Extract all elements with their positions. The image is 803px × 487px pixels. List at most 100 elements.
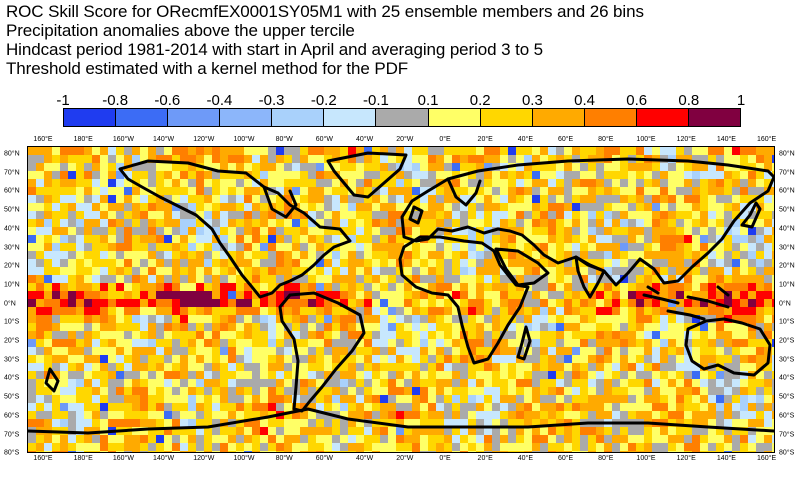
grid-cell	[228, 179, 236, 187]
grid-cell	[620, 203, 628, 211]
grid-cell	[412, 307, 420, 315]
grid-cell	[76, 355, 84, 363]
grid-cell	[604, 435, 612, 443]
grid-cell	[596, 227, 604, 235]
grid-cell	[636, 291, 644, 299]
grid-cell	[148, 443, 156, 451]
grid-cell	[732, 347, 740, 355]
grid-cell	[540, 219, 548, 227]
grid-cell	[492, 195, 500, 203]
grid-cell	[44, 235, 52, 243]
grid-cell	[292, 227, 300, 235]
grid-cell	[220, 163, 228, 171]
colorbar-segment	[116, 109, 169, 126]
grid-cell	[428, 219, 436, 227]
grid-cell	[428, 371, 436, 379]
grid-cell	[404, 283, 412, 291]
grid-cell	[340, 219, 348, 227]
grid-cell	[572, 163, 580, 171]
grid-cell	[220, 443, 228, 451]
grid-cell	[500, 315, 508, 323]
grid-cell	[308, 371, 316, 379]
grid-cell	[356, 283, 364, 291]
grid-cell	[268, 347, 276, 355]
grid-cell	[596, 307, 604, 315]
grid-cell	[108, 419, 116, 427]
grid-cell	[684, 339, 692, 347]
grid-cell	[636, 147, 644, 155]
grid-cell	[380, 339, 388, 347]
grid-cell	[68, 355, 76, 363]
grid-cell	[676, 251, 684, 259]
grid-cell	[452, 259, 460, 267]
grid-cell	[292, 195, 300, 203]
grid-cell	[380, 427, 388, 435]
grid-cell	[436, 451, 444, 452]
grid-cell	[140, 411, 148, 419]
grid-cell	[484, 315, 492, 323]
grid-cell	[660, 427, 668, 435]
grid-cell	[588, 339, 596, 347]
grid-cell	[236, 275, 244, 283]
grid-cell	[156, 219, 164, 227]
grid-cell	[700, 291, 708, 299]
grid-cell	[476, 219, 484, 227]
grid-cell	[460, 387, 468, 395]
grid-cell	[428, 435, 436, 443]
grid-cell	[612, 355, 620, 363]
grid-cell	[652, 435, 660, 443]
grid-cell	[212, 283, 220, 291]
grid-cell	[396, 235, 404, 243]
grid-cell	[660, 315, 668, 323]
grid-cell	[444, 275, 452, 283]
grid-cell	[620, 267, 628, 275]
grid-cell	[404, 171, 412, 179]
grid-cell	[524, 307, 532, 315]
grid-cell	[300, 155, 308, 163]
grid-cell	[556, 419, 564, 427]
grid-cell	[772, 211, 774, 219]
grid-cell	[196, 379, 204, 387]
grid-cell	[628, 371, 636, 379]
grid-cell	[396, 331, 404, 339]
grid-cell	[196, 147, 204, 155]
grid-cell	[204, 211, 212, 219]
grid-cell	[140, 219, 148, 227]
grid-cell	[132, 355, 140, 363]
grid-cell	[412, 395, 420, 403]
grid-cell	[188, 387, 196, 395]
grid-cell	[196, 355, 204, 363]
grid-cell	[636, 363, 644, 371]
grid-cell	[108, 155, 116, 163]
grid-cell	[612, 195, 620, 203]
grid-cell	[692, 403, 700, 411]
grid-cell	[348, 227, 356, 235]
grid-cell	[628, 395, 636, 403]
grid-cell	[548, 275, 556, 283]
grid-cell	[100, 355, 108, 363]
grid-cell	[636, 299, 644, 307]
grid-cell	[660, 251, 668, 259]
grid-cell	[444, 331, 452, 339]
grid-cell	[380, 275, 388, 283]
grid-cell	[524, 267, 532, 275]
grid-cell	[612, 203, 620, 211]
grid-cell	[252, 283, 260, 291]
grid-cell	[476, 203, 484, 211]
grid-cell	[716, 227, 724, 235]
grid-cell	[260, 259, 268, 267]
grid-cell	[268, 163, 276, 171]
grid-cell	[724, 267, 732, 275]
grid-cell	[308, 275, 316, 283]
grid-cell	[276, 187, 284, 195]
grid-cell	[716, 275, 724, 283]
grid-cell	[188, 379, 196, 387]
grid-cell	[772, 403, 774, 411]
grid-cell	[412, 379, 420, 387]
grid-cell	[540, 235, 548, 243]
grid-cell	[172, 331, 180, 339]
grid-cell	[260, 299, 268, 307]
grid-cell	[60, 315, 68, 323]
grid-cell	[220, 275, 228, 283]
grid-cell	[548, 339, 556, 347]
